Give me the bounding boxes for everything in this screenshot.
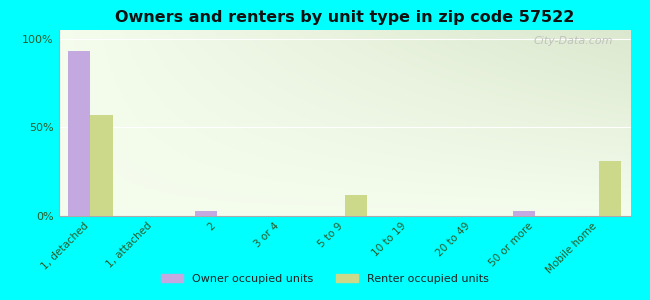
Text: City-Data.com: City-Data.com (534, 36, 614, 46)
Bar (68, 51, 90, 216)
Legend: Owner occupied units, Renter occupied units: Owner occupied units, Renter occupied un… (157, 270, 493, 288)
Bar (90, 115, 112, 216)
Bar (599, 161, 621, 216)
Bar (513, 211, 535, 216)
Bar (195, 211, 217, 216)
Title: Owners and renters by unit type in zip code 57522: Owners and renters by unit type in zip c… (115, 10, 574, 25)
Bar (344, 195, 367, 216)
